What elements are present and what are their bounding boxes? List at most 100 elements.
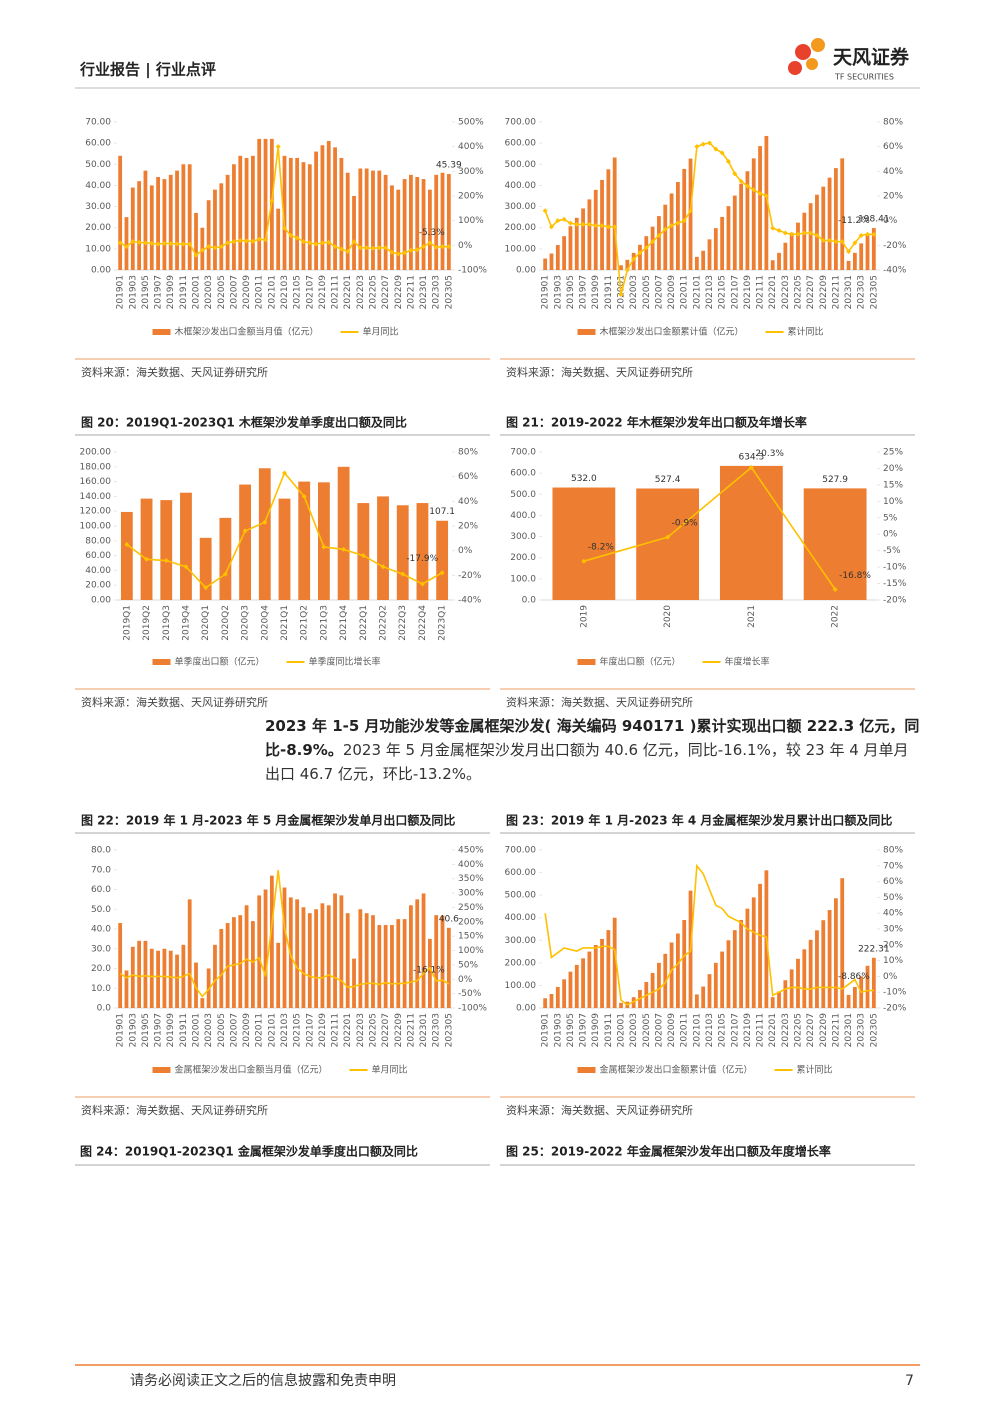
- bar: [751, 897, 756, 1008]
- bar: [758, 146, 762, 270]
- line-marker: [262, 519, 268, 525]
- x-tick-label: 202103: [705, 1013, 715, 1047]
- x-tick-label: 202209: [819, 275, 829, 310]
- line-marker: [808, 230, 814, 236]
- line-label: -11.2%: [838, 216, 870, 226]
- bar: [225, 174, 230, 270]
- x-tick-label: 202009: [242, 275, 252, 310]
- line-marker: [183, 564, 189, 570]
- line-marker: [155, 241, 161, 247]
- line-marker: [400, 571, 406, 577]
- x-tick-label: 201903: [553, 1013, 563, 1047]
- bar: [600, 938, 604, 1008]
- y2-tick-label: -10%: [883, 988, 907, 998]
- bar: [383, 174, 388, 270]
- bar: [140, 498, 153, 600]
- y2-tick-label: 15%: [883, 480, 903, 490]
- bar: [409, 905, 413, 1008]
- line-label: 20.3%: [755, 449, 784, 459]
- bar: [358, 168, 363, 270]
- line-marker: [839, 239, 845, 245]
- y2-tick-label: -20%: [458, 571, 482, 581]
- line-marker: [360, 553, 366, 559]
- x-tick-label: 2023Q1: [438, 605, 448, 641]
- bar: [352, 958, 356, 1008]
- x-tick-label: 202007: [229, 275, 239, 309]
- bar: [803, 488, 867, 600]
- x-tick-label: 201905: [141, 1013, 151, 1047]
- line-marker: [332, 244, 338, 250]
- legend-label: 年度出口额（亿元）: [600, 656, 681, 668]
- y-tick-label: 500.0: [510, 490, 536, 500]
- line-marker: [795, 231, 801, 237]
- line-marker: [827, 237, 833, 243]
- line-marker: [725, 158, 731, 164]
- bar: [726, 940, 731, 1008]
- line-marker: [427, 240, 433, 246]
- bar: [587, 951, 592, 1008]
- bar: [149, 948, 154, 1008]
- x-tick-label: 201903: [128, 275, 138, 309]
- bar: [663, 953, 668, 1008]
- y2-tick-label: -100%: [458, 266, 487, 276]
- x-tick-label: 202201: [343, 275, 353, 309]
- bar: [720, 216, 725, 270]
- x-tick-label: 202303: [432, 275, 442, 309]
- x-tick-label: 202011: [255, 1013, 265, 1047]
- y-tick-label: 40.0: [91, 925, 111, 935]
- x-tick-label: 202203: [781, 275, 791, 309]
- x-tick-label: 202303: [432, 1013, 442, 1047]
- bar: [612, 157, 617, 270]
- x-tick-label: 2019Q3: [162, 605, 172, 641]
- bar: [852, 252, 857, 270]
- line-marker: [380, 564, 386, 570]
- y-tick-label: 500.00: [505, 160, 537, 170]
- bar: [745, 908, 750, 1008]
- x-tick-label: 202207: [381, 275, 391, 309]
- line-marker: [136, 239, 142, 245]
- line-marker: [301, 493, 307, 499]
- line-marker: [852, 240, 858, 246]
- x-tick-label: 202201: [768, 1013, 778, 1047]
- bar: [865, 965, 870, 1008]
- y-tick-label: 300.00: [505, 936, 537, 946]
- x-tick-label: 2020: [663, 605, 673, 628]
- bar-label: 532.0: [571, 474, 597, 484]
- body-text: 2023 年 1-5 月功能沙发等金属框架沙发( 海关编码 940171 )累计…: [265, 714, 920, 786]
- bar: [377, 170, 382, 270]
- bar: [713, 962, 718, 1008]
- bar: [758, 883, 762, 1008]
- line-marker: [300, 239, 306, 245]
- y-tick-label: 700.00: [505, 846, 537, 856]
- bar: [257, 895, 262, 1008]
- x-tick-label: 202203: [356, 275, 366, 309]
- x-tick-label: 201911: [179, 1013, 189, 1047]
- bar: [232, 164, 236, 270]
- y2-tick-label: 250%: [458, 903, 484, 913]
- bar: [244, 157, 249, 270]
- bar: [732, 195, 737, 270]
- caption: 图 23：2019 年 1 月-2023 年 4 月金属框架沙发月累计出口额及同…: [506, 813, 892, 828]
- x-tick-label: 202003: [629, 275, 639, 309]
- x-tick-label: 201903: [128, 1013, 138, 1047]
- body-normal: 2023 年 5 月金属框架沙发月出口额为 40.6 亿元，同比-16.1%，较…: [265, 741, 909, 783]
- bar: [278, 498, 291, 600]
- bar: [124, 970, 129, 1008]
- bar: [593, 189, 598, 270]
- x-tick-label: 202103: [280, 275, 290, 309]
- bar: [180, 492, 192, 600]
- bar: [333, 893, 337, 1008]
- bar: [593, 945, 598, 1008]
- x-tick-label: 202007: [654, 1013, 664, 1047]
- logo-sub: TF SECURITIES: [834, 73, 894, 82]
- bar: [137, 940, 142, 1008]
- x-tick-label: 2019Q4: [181, 605, 191, 641]
- bar: [783, 980, 788, 1008]
- bar: [745, 171, 750, 270]
- y-tick-label: 50.0: [91, 905, 111, 915]
- line-marker: [117, 240, 123, 246]
- y-tick-label: 0.0: [97, 1004, 112, 1014]
- y-tick-label: 40.00: [85, 181, 111, 191]
- x-tick-label: 202005: [217, 275, 227, 309]
- x-tick-label: 202105: [293, 275, 303, 309]
